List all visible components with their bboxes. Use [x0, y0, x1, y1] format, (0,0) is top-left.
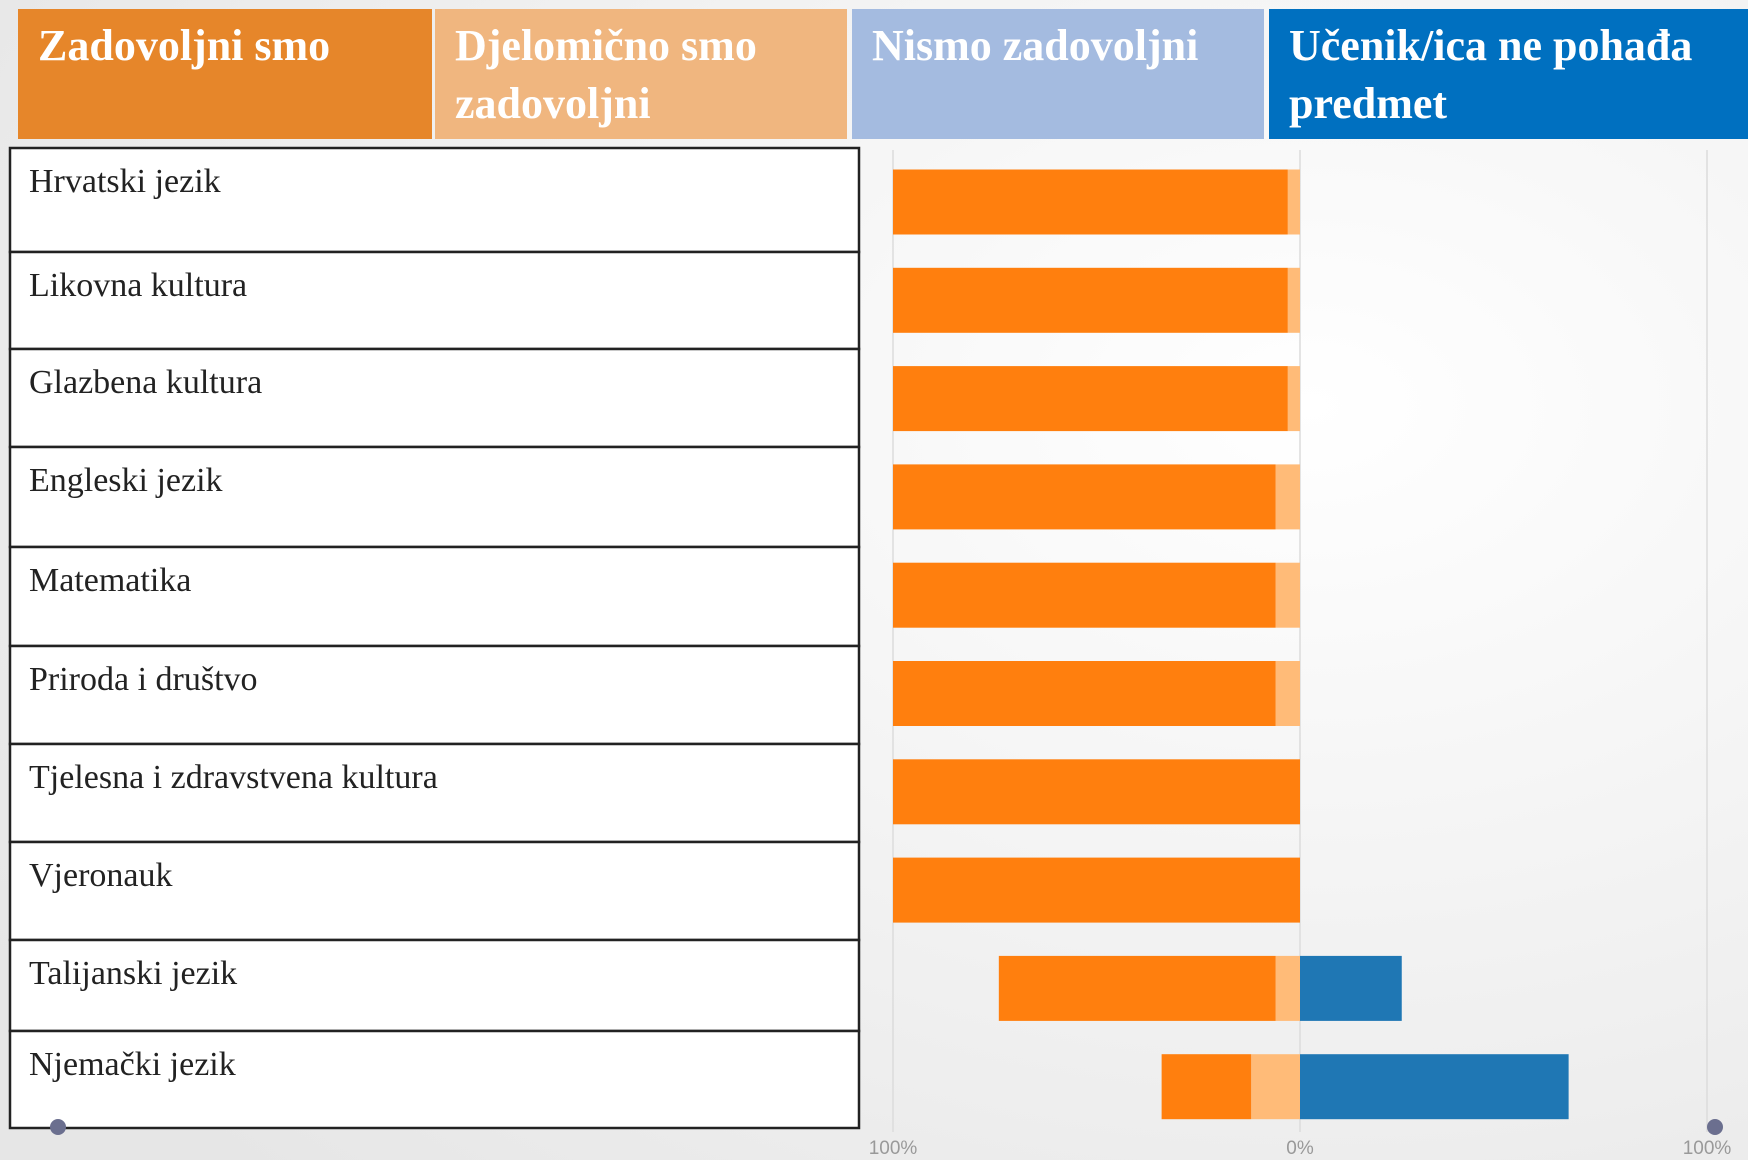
bar-segment: [1251, 1054, 1300, 1119]
legend-line: Zadovoljni smo: [38, 21, 330, 70]
row-label: Priroda i društvo: [29, 661, 258, 698]
bar-segment: [893, 464, 1276, 529]
row-label: Talijanski jezik: [29, 955, 237, 992]
row-label: Hrvatski jezik: [29, 163, 221, 200]
bar-segment: [1276, 661, 1300, 726]
decor-dot: [1707, 1119, 1723, 1135]
bar-segment: [893, 170, 1288, 235]
legend-line: predmet: [1289, 79, 1447, 128]
decor-dot: [50, 1119, 66, 1135]
bar-segment: [1276, 563, 1300, 628]
bar-segment: [1300, 956, 1402, 1021]
legend-label: Zadovoljni smo: [38, 21, 330, 70]
row-label: Engleski jezik: [29, 462, 223, 499]
row-label: Matematika: [29, 562, 191, 599]
bar-segment: [1162, 1054, 1252, 1119]
x-tick-label: 100%: [869, 1138, 918, 1159]
bar-segment: [893, 759, 1300, 824]
row-label: Glazbena kultura: [29, 364, 262, 401]
row-label: Tjelesna i zdravstvena kultura: [29, 759, 438, 796]
legend-line: zadovoljni: [455, 79, 651, 128]
row-label: Likovna kultura: [29, 267, 247, 304]
legend-line: Djelomično smo: [455, 21, 757, 70]
row-label: Njemački jezik: [29, 1046, 236, 1083]
legend-line: Nismo zadovoljni: [872, 21, 1198, 70]
chart: Zadovoljni smo Djelomično smo zadovoljni Ni…: [0, 0, 1748, 1160]
bar-segment: [1300, 1054, 1569, 1119]
bar-segment: [1288, 366, 1300, 431]
bar-segment: [893, 268, 1288, 333]
x-tick-label: 0%: [1286, 1138, 1314, 1159]
page: Zadovoljni smo Djelomično smo zadovoljni Ni…: [0, 0, 1748, 1160]
bar-segment: [893, 661, 1276, 726]
bar-segment: [893, 563, 1276, 628]
x-tick-label: 100%: [1683, 1138, 1732, 1159]
bar-segment: [1288, 170, 1300, 235]
bar-segment: [1276, 464, 1300, 529]
row-label: Vjeronauk: [29, 857, 173, 894]
bar-segment: [893, 366, 1288, 431]
bar-segment: [1276, 956, 1300, 1021]
bar-segment: [999, 956, 1276, 1021]
bar-segment: [1288, 268, 1300, 333]
legend-label: Nismo zadovoljni: [872, 21, 1198, 70]
bar-segment: [893, 858, 1300, 923]
legend-line: Učenik/ica ne pohađa: [1289, 21, 1692, 70]
